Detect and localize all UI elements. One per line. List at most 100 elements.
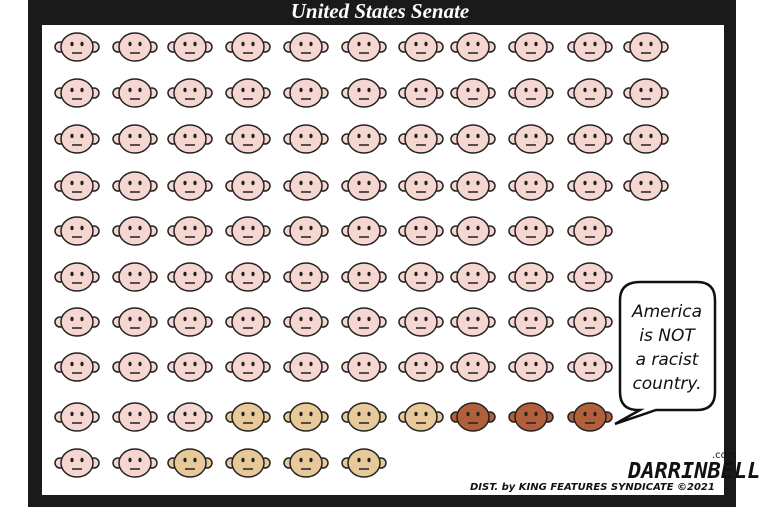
eye	[183, 271, 187, 277]
eye	[357, 87, 361, 93]
eye	[534, 411, 538, 417]
head	[60, 262, 94, 292]
face	[567, 171, 613, 201]
face	[398, 32, 444, 62]
face	[450, 171, 496, 201]
eye	[367, 41, 371, 47]
eye	[593, 411, 597, 417]
eye	[70, 41, 74, 47]
face	[54, 216, 100, 246]
face	[283, 124, 329, 154]
eye	[80, 87, 84, 93]
bubble-line: is NOT	[639, 326, 696, 346]
eye	[357, 41, 361, 47]
face	[341, 78, 387, 108]
face	[398, 307, 444, 337]
face	[112, 32, 158, 62]
eye	[138, 41, 142, 47]
head	[629, 124, 663, 154]
face	[112, 78, 158, 108]
head	[118, 352, 152, 382]
eye	[309, 133, 313, 139]
face	[112, 402, 158, 432]
head	[173, 402, 207, 432]
head	[404, 216, 438, 246]
title: United States Senate	[291, 0, 470, 23]
eye	[476, 225, 480, 231]
face	[283, 352, 329, 382]
face	[623, 78, 669, 108]
eye	[367, 316, 371, 322]
eye	[193, 41, 197, 47]
face	[567, 402, 613, 432]
face	[398, 262, 444, 292]
eye	[183, 457, 187, 463]
head	[231, 352, 265, 382]
head	[289, 262, 323, 292]
eye	[583, 411, 587, 417]
eye	[128, 225, 132, 231]
signature: DARRINBELL	[627, 459, 760, 484]
face	[508, 262, 554, 292]
eye	[524, 87, 528, 93]
head	[118, 78, 152, 108]
face	[341, 402, 387, 432]
eye	[534, 133, 538, 139]
eye	[414, 225, 418, 231]
head	[573, 402, 607, 432]
eye	[476, 41, 480, 47]
eye	[357, 411, 361, 417]
face	[567, 124, 613, 154]
signature-suffix: .com	[712, 450, 737, 461]
head	[456, 78, 490, 108]
head	[629, 32, 663, 62]
face	[398, 124, 444, 154]
face	[167, 124, 213, 154]
face	[450, 32, 496, 62]
eye	[251, 225, 255, 231]
head	[404, 78, 438, 108]
face	[567, 216, 613, 246]
face	[225, 171, 271, 201]
eye	[183, 133, 187, 139]
face	[283, 448, 329, 478]
eye	[80, 225, 84, 231]
eye	[414, 87, 418, 93]
eye	[424, 180, 428, 186]
eye	[593, 87, 597, 93]
head	[173, 171, 207, 201]
eye	[476, 361, 480, 367]
eye	[524, 180, 528, 186]
eye	[299, 316, 303, 322]
head	[347, 216, 381, 246]
face	[398, 352, 444, 382]
face	[450, 78, 496, 108]
eye	[193, 457, 197, 463]
eye	[357, 316, 361, 322]
head	[289, 448, 323, 478]
head	[231, 262, 265, 292]
eye	[583, 41, 587, 47]
eye	[70, 133, 74, 139]
eye	[251, 316, 255, 322]
eye	[476, 180, 480, 186]
eye	[299, 225, 303, 231]
eye	[534, 316, 538, 322]
face	[167, 78, 213, 108]
eye	[583, 271, 587, 277]
face	[112, 448, 158, 478]
head	[173, 307, 207, 337]
face	[398, 402, 444, 432]
face	[567, 307, 613, 337]
eye	[367, 271, 371, 277]
eye	[299, 180, 303, 186]
eye	[534, 41, 538, 47]
face	[341, 124, 387, 154]
eye	[367, 457, 371, 463]
head	[231, 448, 265, 478]
eye	[251, 133, 255, 139]
face	[54, 124, 100, 154]
eye	[80, 133, 84, 139]
head	[118, 216, 152, 246]
head	[456, 124, 490, 154]
